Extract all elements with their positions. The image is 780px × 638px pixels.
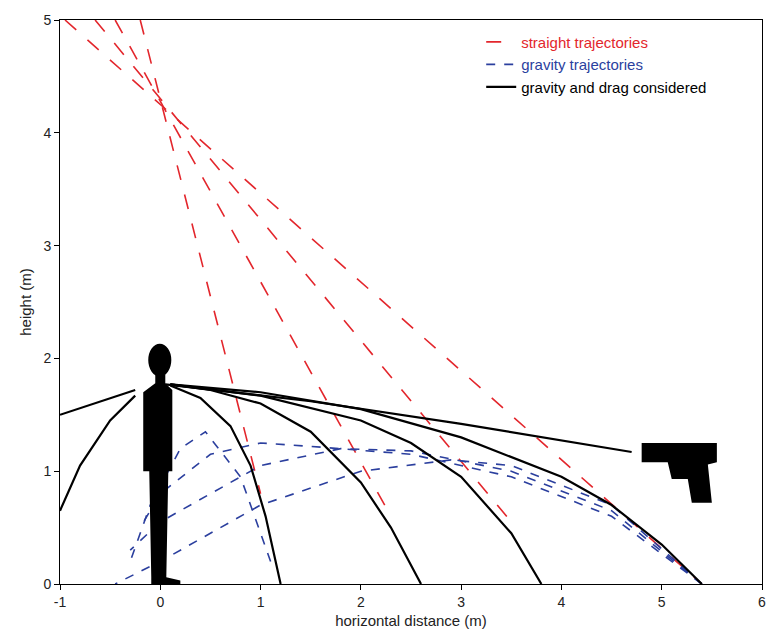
svg-text:straight trajectories: straight trajectories [521, 34, 648, 51]
svg-text:-1: -1 [54, 594, 67, 610]
svg-text:horizontal distance (m): horizontal distance (m) [335, 612, 487, 629]
svg-text:gravity trajectories: gravity trajectories [521, 56, 643, 73]
svg-text:6: 6 [758, 594, 766, 610]
svg-text:1: 1 [43, 463, 51, 479]
svg-text:height (m): height (m) [17, 268, 34, 336]
svg-text:5: 5 [43, 12, 51, 28]
svg-text:4: 4 [43, 125, 51, 141]
svg-text:2: 2 [357, 594, 365, 610]
svg-text:3: 3 [43, 238, 51, 254]
svg-text:0: 0 [156, 594, 164, 610]
svg-text:5: 5 [658, 594, 666, 610]
svg-text:1: 1 [257, 594, 265, 610]
svg-text:0: 0 [43, 576, 51, 592]
svg-text:4: 4 [558, 594, 566, 610]
svg-text:2: 2 [43, 350, 51, 366]
svg-text:3: 3 [457, 594, 465, 610]
svg-text:gravity and drag considered: gravity and drag considered [521, 79, 706, 96]
